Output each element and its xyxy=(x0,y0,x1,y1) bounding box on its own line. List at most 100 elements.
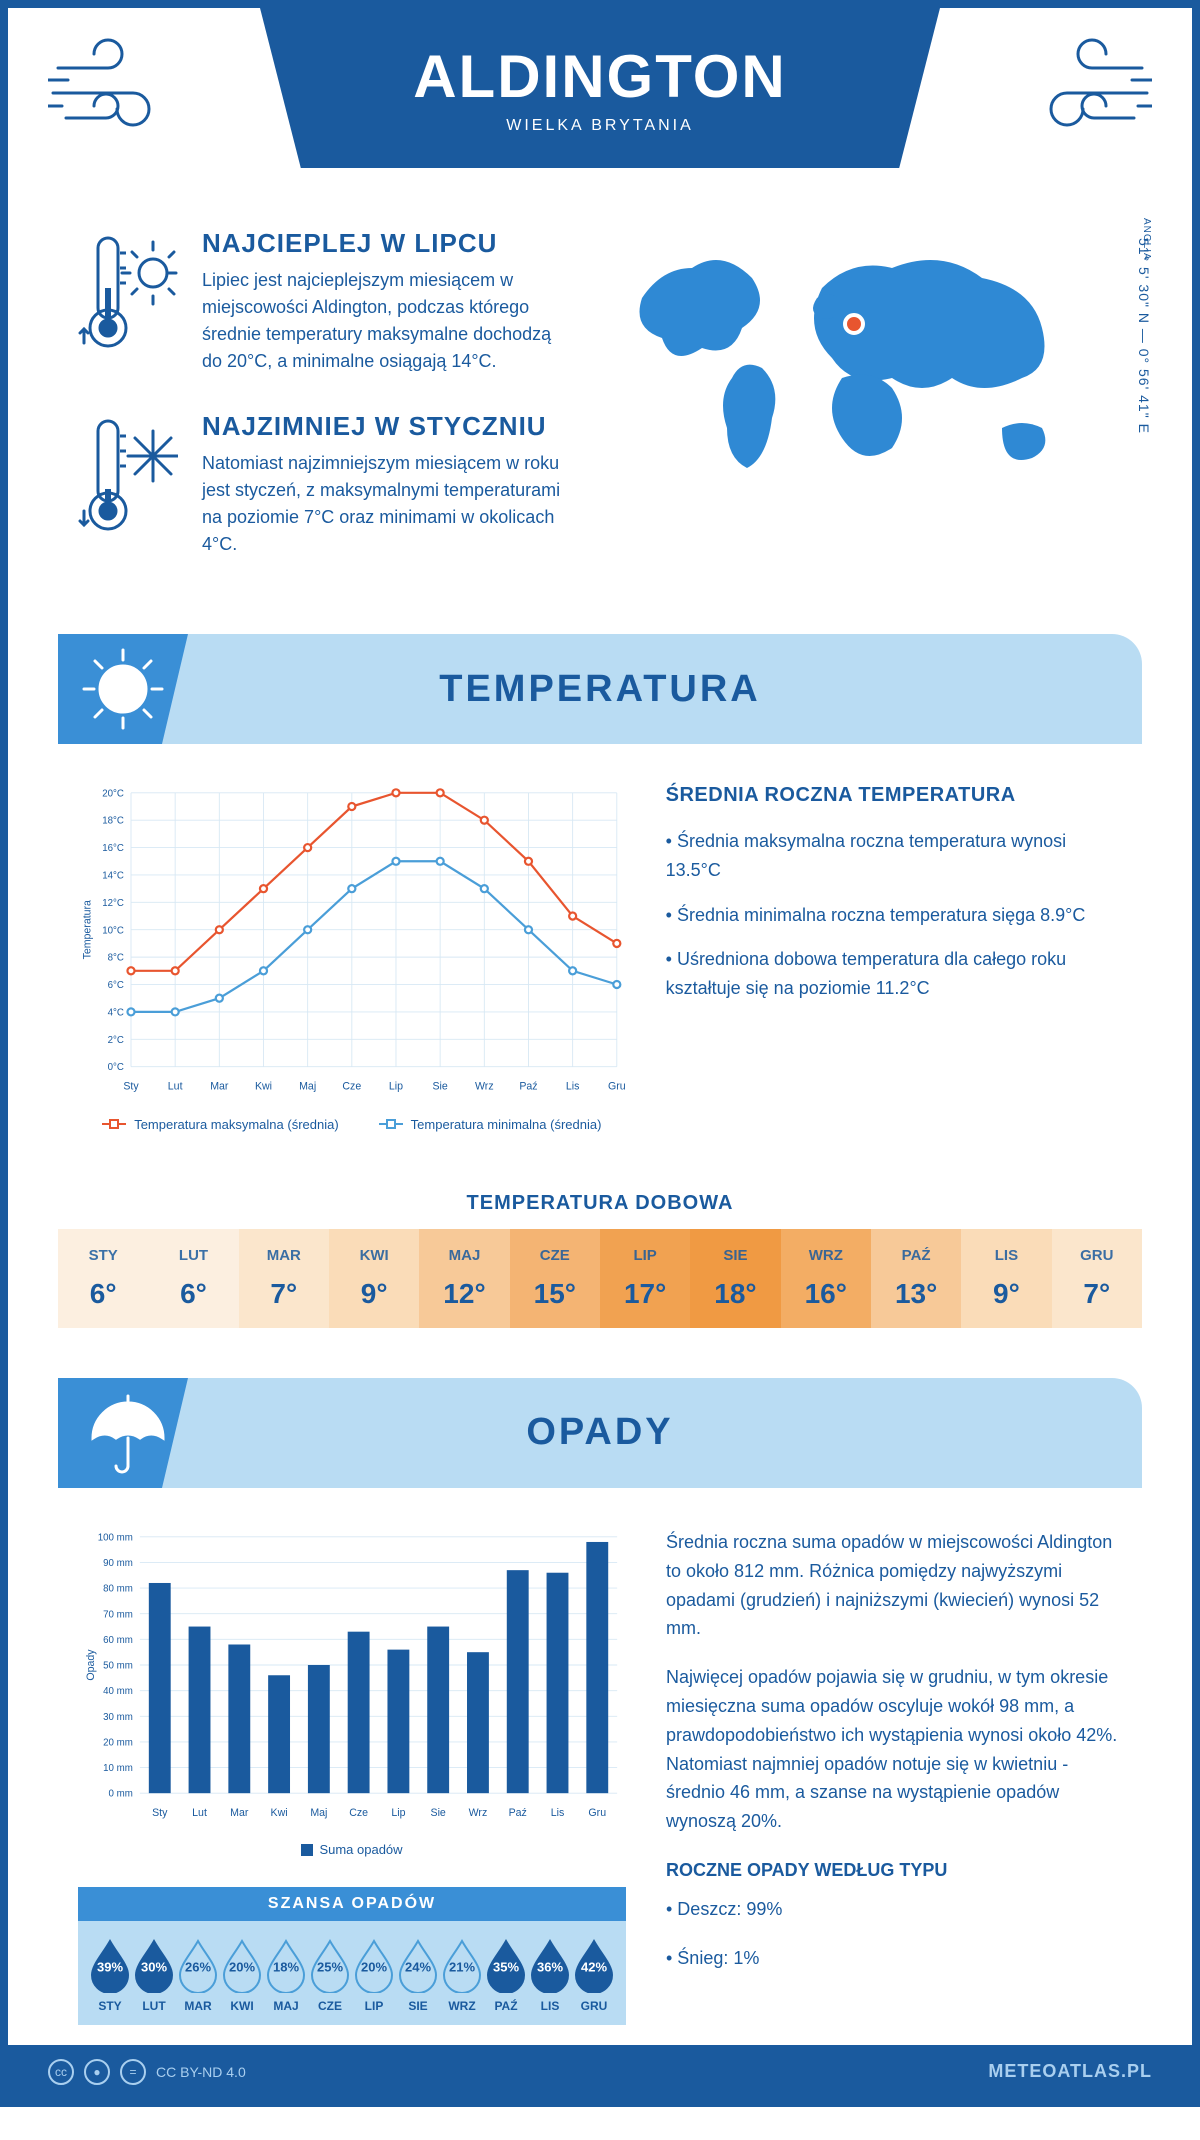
thermometer-cold-icon xyxy=(78,411,178,558)
raindrop-icon: 20% xyxy=(352,1937,396,1993)
precipitation-summary: Średnia roczna suma opadów w miejscowośc… xyxy=(666,1528,1122,1992)
location-marker-icon xyxy=(845,315,863,333)
precip-type-bullet: • Deszcz: 99% xyxy=(666,1895,1122,1924)
precip-type-bullet: • Śnieg: 1% xyxy=(666,1944,1122,1973)
location-title: ALDINGTON xyxy=(413,42,787,111)
svg-text:Mar: Mar xyxy=(230,1807,249,1819)
svg-text:20 mm: 20 mm xyxy=(103,1737,133,1748)
daily-cell: LUT6° xyxy=(148,1229,238,1328)
svg-text:Paź: Paź xyxy=(519,1081,537,1093)
svg-text:Sie: Sie xyxy=(433,1081,448,1093)
svg-text:12°C: 12°C xyxy=(102,898,124,909)
rain-chance-cell: 26% MAR xyxy=(176,1937,220,2013)
rain-chance-month: STY xyxy=(88,1999,132,2013)
svg-text:16°C: 16°C xyxy=(102,843,124,854)
rain-chance-cell: 36% LIS xyxy=(528,1937,572,2013)
title-banner: ALDINGTON WIELKA BRYTANIA xyxy=(260,8,940,168)
svg-text:90 mm: 90 mm xyxy=(103,1558,133,1569)
rain-chance-month: PAŹ xyxy=(484,1999,528,2013)
daily-month: LIP xyxy=(600,1247,690,1264)
rain-chance-month: CZE xyxy=(308,1999,352,2013)
temp-chart-legend: Temperatura maksymalna (średnia) Tempera… xyxy=(78,1117,626,1132)
daily-value: 18° xyxy=(690,1278,780,1310)
svg-text:Kwi: Kwi xyxy=(271,1807,288,1819)
rain-chance-cell: 20% KWI xyxy=(220,1937,264,2013)
daily-cell: CZE15° xyxy=(510,1229,600,1328)
header: ALDINGTON WIELKA BRYTANIA xyxy=(8,8,1192,208)
daily-cell: KWI 9° xyxy=(329,1229,419,1328)
rain-chance-value: 26% xyxy=(185,1960,211,1975)
rain-chance-cell: 35% PAŹ xyxy=(484,1937,528,2013)
daily-value: 7° xyxy=(239,1278,329,1310)
svg-text:80 mm: 80 mm xyxy=(103,1584,133,1595)
precip-paragraph: Średnia roczna suma opadów w miejscowośc… xyxy=(666,1528,1122,1643)
license-text: CC BY-ND 4.0 xyxy=(156,2064,246,2080)
temperature-section-header: TEMPERATURA xyxy=(58,634,1142,744)
daily-month: STY xyxy=(58,1247,148,1264)
rain-chance-value: 18% xyxy=(273,1960,299,1975)
hottest-fact: NAJCIEPLEJ W LIPCU Lipiec jest najcieple… xyxy=(78,228,562,375)
daily-value: 9° xyxy=(329,1278,419,1310)
svg-text:Paź: Paź xyxy=(509,1807,527,1819)
svg-text:Lut: Lut xyxy=(168,1081,183,1093)
daily-cell: GRU7° xyxy=(1052,1229,1142,1328)
raindrop-icon: 26% xyxy=(176,1937,220,1993)
raindrop-icon: 36% xyxy=(528,1937,572,1993)
rain-chance-value: 36% xyxy=(537,1960,563,1975)
svg-text:Mar: Mar xyxy=(210,1081,229,1093)
rain-chance-value: 21% xyxy=(449,1960,475,1975)
temperature-line-chart: 0°C2°C4°C6°C8°C10°C12°C14°C16°C18°C20°CS… xyxy=(78,784,626,1132)
nd-icon: = xyxy=(120,2059,146,2085)
daily-month: PAŹ xyxy=(871,1247,961,1264)
rain-chance-cell: 21% WRZ xyxy=(440,1937,484,2013)
umbrella-icon xyxy=(58,1378,188,1488)
wind-icon xyxy=(48,38,188,153)
svg-text:100 mm: 100 mm xyxy=(98,1532,133,1543)
svg-text:Kwi: Kwi xyxy=(255,1081,272,1093)
page-frame: ALDINGTON WIELKA BRYTANIA xyxy=(0,0,1200,2107)
raindrop-icon: 39% xyxy=(88,1937,132,1993)
svg-text:Lip: Lip xyxy=(389,1081,403,1093)
daily-temp-heading: TEMPERATURA DOBOWA xyxy=(8,1192,1192,1215)
coldest-text: Natomiast najzimniejszym miesiącem w rok… xyxy=(202,450,562,558)
rain-chance-panel: SZANSA OPADÓW 39% STY 30% LUT 26% MAR 20… xyxy=(78,1887,626,2025)
daily-month: WRZ xyxy=(781,1247,871,1264)
daily-value: 16° xyxy=(781,1278,871,1310)
coldest-title: NAJZIMNIEJ W STYCZNIU xyxy=(202,411,562,442)
svg-text:Cze: Cze xyxy=(342,1081,361,1093)
daily-month: KWI xyxy=(329,1247,419,1264)
annual-temp-bullet: • Średnia maksymalna roczna temperatura … xyxy=(666,827,1122,885)
world-map: ANGLIA 51° 5' 30" N — 0° 56' 41" E xyxy=(602,228,1122,594)
rain-chance-cell: 24% SIE xyxy=(396,1937,440,2013)
svg-text:Sie: Sie xyxy=(431,1807,446,1819)
svg-text:Maj: Maj xyxy=(310,1807,327,1819)
daily-temp-table: STY6°LUT6°MAR7°KWI9°MAJ12°CZE15°LIP17°SI… xyxy=(58,1229,1142,1328)
rain-chance-month: WRZ xyxy=(440,1999,484,2013)
svg-text:40 mm: 40 mm xyxy=(103,1686,133,1697)
svg-text:Wrz: Wrz xyxy=(469,1807,488,1819)
source-site: METEOATLAS.PL xyxy=(988,2061,1152,2082)
svg-text:0 mm: 0 mm xyxy=(109,1789,133,1800)
raindrop-icon: 30% xyxy=(132,1937,176,1993)
daily-cell: MAJ12° xyxy=(419,1229,509,1328)
daily-cell: SIE18° xyxy=(690,1229,780,1328)
daily-cell: WRZ 16° xyxy=(781,1229,871,1328)
svg-text:2°C: 2°C xyxy=(108,1035,124,1046)
rain-chance-value: 35% xyxy=(493,1960,519,1975)
daily-value: 6° xyxy=(58,1278,148,1310)
rain-chance-value: 24% xyxy=(405,1960,431,1975)
annual-temp-bullet: • Uśredniona dobowa temperatura dla całe… xyxy=(666,945,1122,1003)
rain-chance-cell: 20% LIP xyxy=(352,1937,396,2013)
svg-text:Opady: Opady xyxy=(85,1649,97,1681)
raindrop-icon: 25% xyxy=(308,1937,352,1993)
annual-temp-heading: ŚREDNIA ROCZNA TEMPERATURA xyxy=(666,784,1122,807)
rain-chance-month: MAJ xyxy=(264,1999,308,2013)
daily-value: 7° xyxy=(1052,1278,1142,1310)
svg-text:20°C: 20°C xyxy=(102,788,124,799)
intro-section: NAJCIEPLEJ W LIPCU Lipiec jest najcieple… xyxy=(8,208,1192,634)
wind-icon xyxy=(1012,38,1152,153)
license-badge: cc ● = CC BY-ND 4.0 xyxy=(48,2059,246,2085)
svg-text:18°C: 18°C xyxy=(102,816,124,827)
daily-month: MAR xyxy=(239,1247,329,1264)
svg-text:0°C: 0°C xyxy=(108,1062,124,1073)
